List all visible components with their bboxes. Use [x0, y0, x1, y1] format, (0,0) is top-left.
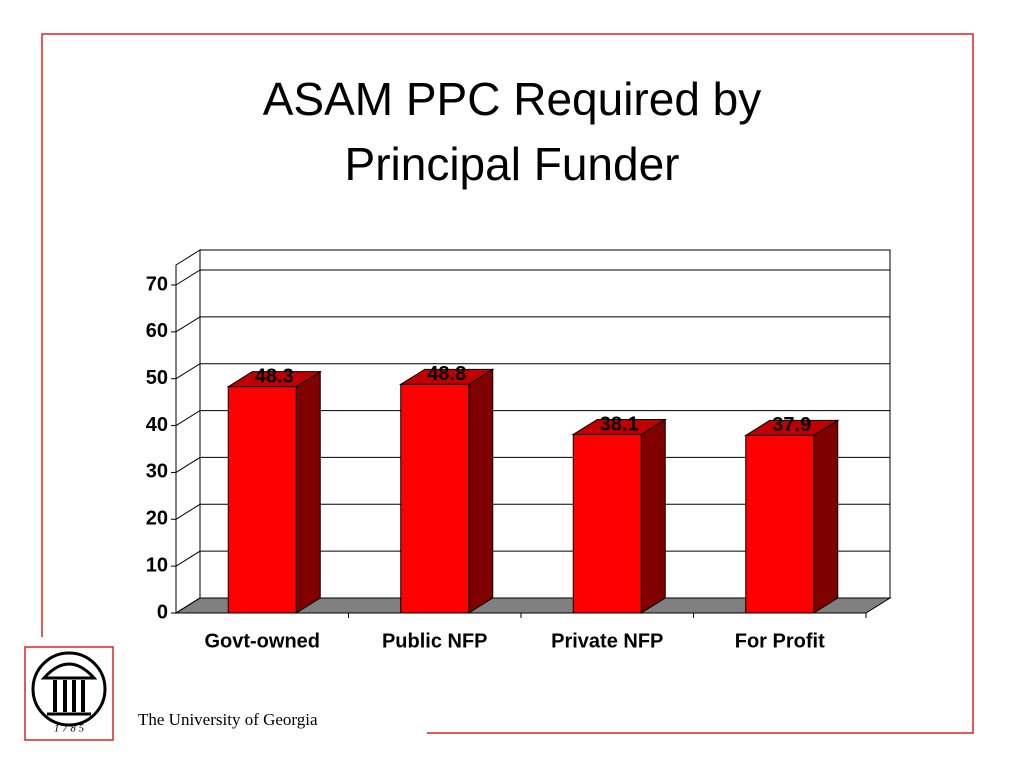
- y-tick-label: 20: [146, 508, 168, 530]
- grid-line: [175, 363, 890, 380]
- bar: [572, 433, 642, 614]
- grid-line: [175, 269, 890, 286]
- x-tick-label: Private NFP: [551, 630, 663, 652]
- grid-line: [175, 316, 890, 333]
- y-tick-label: 10: [146, 554, 168, 576]
- chart-title: ASAM PPC Required by: [263, 73, 762, 125]
- data-label: 37.9: [772, 414, 811, 436]
- data-label: 48.3: [255, 365, 294, 387]
- y-tick-label: 30: [146, 461, 168, 483]
- grid-line: [175, 410, 890, 426]
- bar-side: [295, 370, 321, 614]
- slide-border: [41, 33, 974, 734]
- bar: [227, 386, 297, 614]
- y-tick-label: 70: [146, 273, 168, 295]
- x-tick-label: For Profit: [735, 630, 825, 652]
- bar-side: [468, 368, 494, 614]
- chart-title: Principal Funder: [345, 138, 680, 190]
- bar-side: [640, 418, 666, 614]
- footer-text: The University of Georgia: [138, 710, 318, 729]
- y-tick-label: 40: [146, 414, 168, 436]
- data-label: 48.8: [427, 363, 466, 385]
- y-tick-label: 50: [146, 367, 168, 389]
- logo: [31, 651, 107, 727]
- bar: [745, 434, 815, 614]
- x-tick-label: Public NFP: [382, 630, 488, 652]
- logo-year: 1 7 8 5: [54, 723, 85, 735]
- x-tick-label: Govt-owned: [204, 630, 320, 652]
- bar: [400, 383, 470, 614]
- bar-side: [813, 419, 839, 614]
- y-tick-label: 0: [157, 601, 168, 623]
- y-tick-label: 60: [146, 320, 168, 342]
- data-label: 38.1: [600, 413, 639, 435]
